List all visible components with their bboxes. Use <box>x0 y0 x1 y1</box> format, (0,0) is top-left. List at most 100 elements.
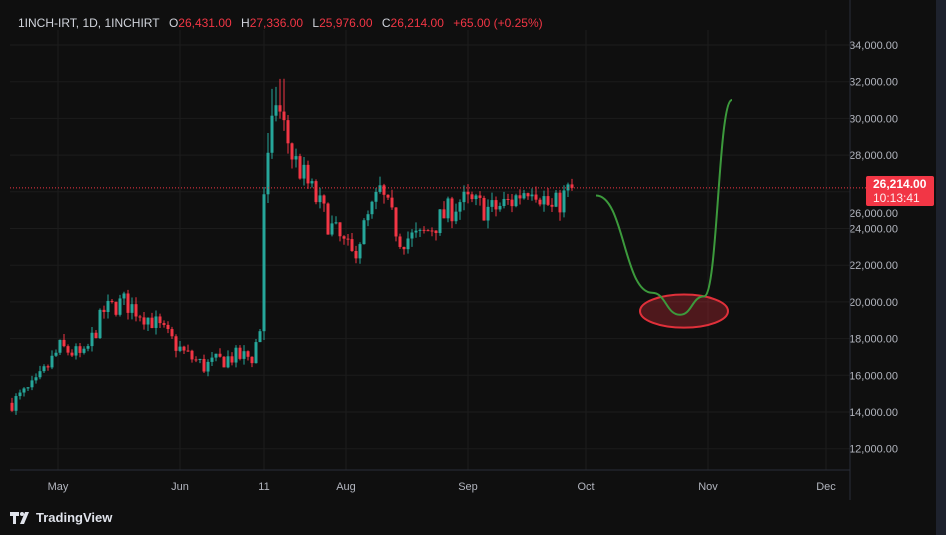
candle-body <box>86 346 90 349</box>
last-price: 26,214.00 <box>873 177 927 191</box>
candle-body <box>498 205 502 210</box>
candle <box>478 191 482 206</box>
candle <box>22 387 26 397</box>
candle <box>122 291 126 306</box>
candle <box>10 397 14 412</box>
projection-curve[interactable] <box>595 99 733 316</box>
candle-body <box>130 304 134 313</box>
tradingview-logo-icon <box>10 511 29 524</box>
candle-body <box>66 346 70 353</box>
tradingview-logo[interactable]: TradingView <box>10 510 112 525</box>
candle <box>222 356 226 368</box>
candle-body <box>218 353 222 357</box>
candle-body <box>346 238 350 240</box>
candle-body <box>174 336 178 351</box>
y-tick-label: 18,000.00 <box>849 334 898 346</box>
candle <box>354 245 358 264</box>
candle <box>302 156 306 186</box>
candle <box>446 196 450 223</box>
candle-body <box>194 359 198 361</box>
candle <box>226 350 230 369</box>
highlight-ellipse[interactable] <box>639 293 729 329</box>
candle-body <box>210 357 214 362</box>
candle <box>78 342 82 358</box>
candle <box>350 233 354 252</box>
candle-body <box>206 361 210 372</box>
candle-body <box>290 143 294 160</box>
candle <box>450 196 454 229</box>
candle-body <box>494 200 498 210</box>
candle <box>218 348 222 358</box>
candle <box>74 343 78 360</box>
candle-body <box>106 300 110 312</box>
candle-body <box>470 194 474 200</box>
candle-body <box>358 244 362 259</box>
candle-body <box>326 203 330 235</box>
candle-body <box>478 195 482 198</box>
candle <box>366 210 370 227</box>
candle-body <box>530 194 534 197</box>
candle <box>370 200 374 219</box>
candle <box>154 310 158 335</box>
candle-body <box>286 120 290 144</box>
candle-body <box>230 356 234 363</box>
candle <box>334 216 338 225</box>
brand-name: TradingView <box>36 510 113 525</box>
candle <box>474 193 478 206</box>
candle-body <box>18 392 22 397</box>
candle <box>414 222 418 238</box>
x-tick-label: Nov <box>698 481 718 493</box>
candle-body <box>122 293 126 299</box>
candle-body <box>118 298 122 315</box>
close-label: C <box>381 16 391 30</box>
candle-body <box>298 156 302 179</box>
candle <box>190 349 194 363</box>
x-tick-label: Dec <box>816 481 836 493</box>
candle <box>306 160 310 189</box>
candle-body <box>330 223 334 235</box>
candle <box>278 78 282 119</box>
candle <box>290 142 294 169</box>
candle <box>262 186 266 341</box>
candle <box>346 234 350 246</box>
x-tick-label: 11 <box>258 481 269 493</box>
candle-body <box>90 332 94 347</box>
candle <box>338 222 342 242</box>
candle <box>66 344 70 356</box>
high-label: H <box>241 16 250 30</box>
candle-body <box>370 201 374 215</box>
candle-body <box>414 230 418 233</box>
candle-body <box>110 300 114 302</box>
candle <box>234 345 238 368</box>
candle-body <box>294 156 298 160</box>
candle <box>174 334 178 358</box>
candle <box>466 184 470 204</box>
candle-body <box>410 232 414 239</box>
candle <box>554 190 558 208</box>
candle <box>394 207 398 242</box>
candle-body <box>74 346 78 356</box>
candle-body <box>154 316 158 328</box>
candle-body <box>242 351 246 359</box>
candle <box>62 333 66 348</box>
candle <box>526 192 530 200</box>
candle-body <box>534 194 538 200</box>
candle-body <box>126 293 130 313</box>
candle-body <box>458 202 462 212</box>
candle-body <box>366 214 370 221</box>
candle <box>518 189 522 205</box>
candle <box>138 314 142 322</box>
candle-body <box>450 198 454 222</box>
candle-body <box>394 207 398 237</box>
candle <box>558 189 562 221</box>
candle <box>54 349 58 357</box>
candle <box>110 298 114 304</box>
candle <box>542 190 546 212</box>
symbol-label[interactable]: 1INCH-IRT, 1D, 1INCHIRT <box>18 16 160 30</box>
candle-body <box>502 198 506 206</box>
x-tick-label: Jun <box>171 481 189 493</box>
candle <box>314 179 318 205</box>
candle-body <box>422 229 426 231</box>
candle-body <box>398 236 402 247</box>
